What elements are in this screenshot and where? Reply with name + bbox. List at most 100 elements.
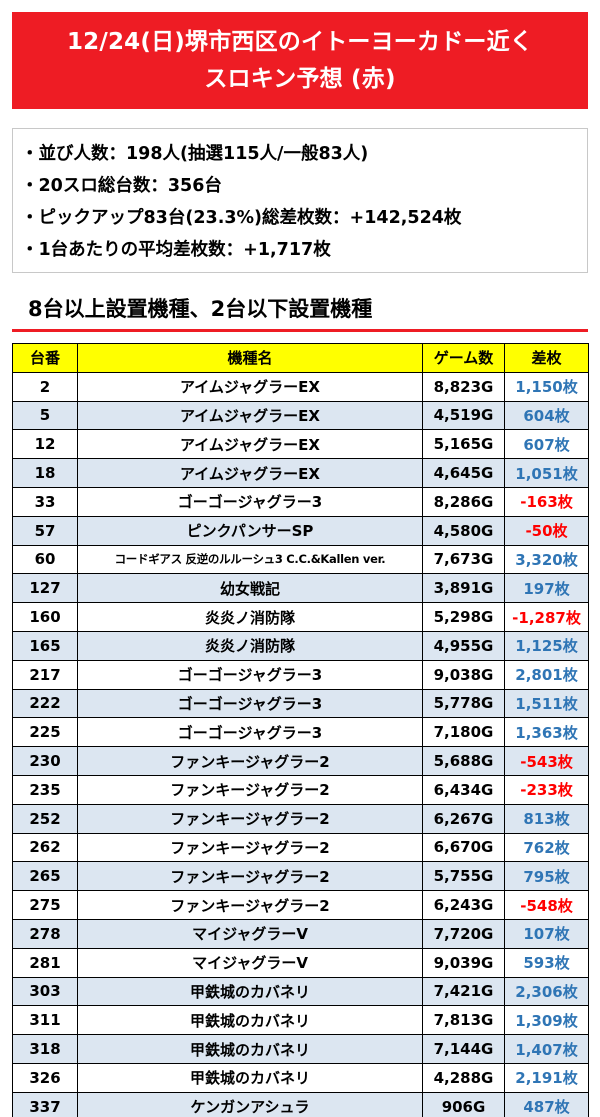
cell-game-count: 4,580G [422,515,505,546]
cell-machine-name: アイムジャグラーEX [77,458,423,488]
cell-machine-number: 326 [12,1062,78,1093]
cell-machine-number: 222 [12,688,78,719]
header-machine-number: 台番 [12,343,78,373]
cell-difference: 1,051枚 [504,458,589,488]
cell-difference: 813枚 [504,803,589,834]
cell-game-count: 5,298G [422,602,505,632]
cell-difference: 1,407枚 [504,1034,589,1064]
cell-machine-name: ゴーゴージャグラー3 [77,717,423,748]
cell-difference: 197枚 [504,573,589,604]
cell-machine-number: 2 [12,371,78,402]
cell-machine-name: アイムジャグラーEX [77,400,423,431]
section-heading: 8台以上設置機種、2台以下設置機種 [12,290,588,332]
cell-machine-number: 127 [12,573,78,604]
cell-machine-name: ファンキージャグラー2 [77,774,423,805]
cell-game-count: 5,688G [422,746,505,776]
cell-machine-number: 252 [12,803,78,834]
cell-game-count: 906G [422,1091,505,1117]
table-row: 318 甲鉄城のカバネリ 7,144G 1,407枚 [12,1034,589,1064]
cell-machine-name: アイムジャグラーEX [77,371,423,402]
cell-machine-number: 278 [12,918,78,949]
cell-machine-name: ファンキージャグラー2 [77,746,423,776]
table-row: 230 ファンキージャグラー2 5,688G -543枚 [12,746,589,776]
cell-machine-name: ファンキージャグラー2 [77,803,423,834]
cell-game-count: 5,755G [422,861,505,892]
table-row: 57 ピンクパンサーSP 4,580G -50枚 [12,515,589,546]
cell-game-count: 4,288G [422,1062,505,1093]
cell-machine-name: ピンクパンサーSP [77,515,423,546]
cell-game-count: 6,267G [422,803,505,834]
cell-game-count: 8,286G [422,486,505,517]
cell-game-count: 4,645G [422,458,505,488]
cell-game-count: 9,038G [422,659,505,690]
cell-difference: 607枚 [504,429,589,460]
table-row: 235 ファンキージャグラー2 6,434G -233枚 [12,774,589,805]
cell-machine-number: 60 [12,544,78,575]
table-row: 262 ファンキージャグラー2 6,670G 762枚 [12,832,589,863]
table-header-row: 台番 機種名 ゲーム数 差枚 [12,343,589,373]
cell-machine-name: ゴーゴージャグラー3 [77,659,423,690]
table-row: 281 マイジャグラーV 9,039G 593枚 [12,947,589,978]
cell-difference: 2,801枚 [504,659,589,690]
cell-machine-name: 甲鉄城のカバネリ [77,1062,423,1093]
table-body: 2 アイムジャグラーEX 8,823G 1,150枚 5 アイムジャグラーEX 4,519G… [12,371,589,1117]
cell-game-count: 7,813G [422,1005,505,1036]
cell-difference: 487枚 [504,1091,589,1117]
cell-game-count: 6,670G [422,832,505,863]
cell-machine-name: 炎炎ノ消防隊 [77,630,423,661]
cell-difference: -543枚 [504,746,589,776]
summary-line-total-machines: ・20スロ総台数：356台 [21,176,222,196]
cell-machine-name: マイジャグラーV [77,918,423,949]
cell-difference: 593枚 [504,947,589,978]
cell-difference: -50枚 [504,515,589,546]
table-row: 18 アイムジャグラーEX 4,645G 1,051枚 [12,458,589,488]
cell-difference: 2,191枚 [504,1062,589,1093]
cell-machine-number: 337 [12,1091,78,1117]
table-row: 127 幼女戦記 3,891G 197枚 [12,573,589,604]
cell-machine-name: ゴーゴージャグラー3 [77,688,423,719]
cell-difference: 107枚 [504,918,589,949]
cell-game-count: 5,778G [422,688,505,719]
table-row: 326 甲鉄城のカバネリ 4,288G 2,191枚 [12,1062,589,1093]
table-row: 225 ゴーゴージャグラー3 7,180G 1,363枚 [12,717,589,748]
cell-machine-name: ファンキージャグラー2 [77,890,423,920]
cell-machine-name: コードギアス 反逆のルルーシュ3 C.C.&Kallen ver. [77,544,423,575]
cell-machine-number: 235 [12,774,78,805]
cell-difference: 1,125枚 [504,630,589,661]
table-row: 222 ゴーゴージャグラー3 5,778G 1,511枚 [12,688,589,719]
cell-game-count: 7,720G [422,918,505,949]
table-row: 303 甲鉄城のカバネリ 7,421G 2,306枚 [12,976,589,1007]
cell-difference: 1,150枚 [504,371,589,402]
cell-machine-number: 33 [12,486,78,517]
cell-machine-number: 12 [12,429,78,460]
cell-machine-name: ゴーゴージャグラー3 [77,486,423,517]
table-row: 2 アイムジャグラーEX 8,823G 1,150枚 [12,371,589,402]
cell-machine-name: 幼女戦記 [77,573,423,604]
cell-difference: 2,306枚 [504,976,589,1007]
title-line-1: 12/24(日)堺市西区のイトーヨーカドー近く [66,28,534,55]
cell-difference: 3,320枚 [504,544,589,575]
cell-machine-number: 57 [12,515,78,546]
cell-game-count: 7,180G [422,717,505,748]
table-row: 12 アイムジャグラーEX 5,165G 607枚 [12,429,589,460]
cell-machine-number: 160 [12,602,78,632]
table-row: 60 コードギアス 反逆のルルーシュ3 C.C.&Kallen ver. 7,673… [12,544,589,575]
cell-difference: 1,309枚 [504,1005,589,1036]
table-row: 217 ゴーゴージャグラー3 9,038G 2,801枚 [12,659,589,690]
cell-machine-name: ケンガンアシュラ [77,1091,423,1117]
cell-difference: 795枚 [504,861,589,892]
cell-machine-number: 18 [12,458,78,488]
cell-game-count: 4,955G [422,630,505,661]
machine-table: 台番 機種名 ゲーム数 差枚 2 アイムジャグラーEX 8,823G 1,150枚 5 ア… [12,343,589,1117]
summary-line-average: ・1台あたりの平均差枚数：+1,717枚 [21,240,331,260]
cell-difference: -163枚 [504,486,589,517]
summary-line-queue: ・並び人数：198人(抽選115人/一般83人) [21,144,369,164]
cell-machine-name: 甲鉄城のカバネリ [77,1005,423,1036]
cell-difference: -1,287枚 [504,602,589,632]
table-row: 33 ゴーゴージャグラー3 8,286G -163枚 [12,486,589,517]
cell-game-count: 4,519G [422,400,505,431]
cell-difference: 604枚 [504,400,589,431]
cell-game-count: 8,823G [422,371,505,402]
cell-machine-number: 230 [12,746,78,776]
cell-machine-name: ファンキージャグラー2 [77,861,423,892]
